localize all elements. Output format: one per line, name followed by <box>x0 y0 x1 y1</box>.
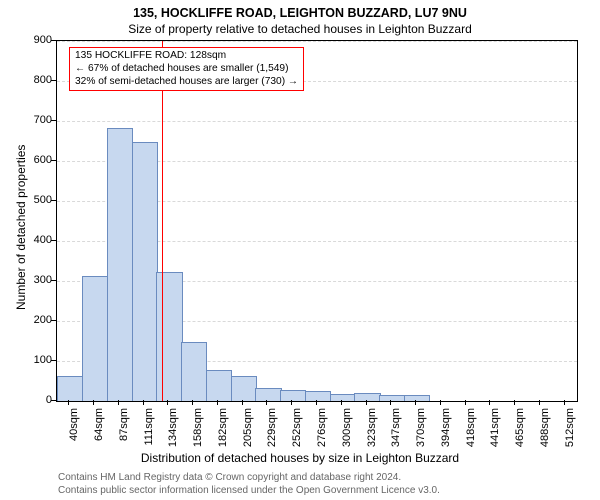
x-tick-label: 134sqm <box>167 408 179 458</box>
y-axis-label: Number of detached properties <box>14 145 28 310</box>
x-tick <box>143 400 144 405</box>
x-tick-label: 394sqm <box>440 408 452 458</box>
x-tick-label: 465sqm <box>514 408 526 458</box>
x-tick-label: 370sqm <box>415 408 427 458</box>
x-tick-label: 229sqm <box>266 408 278 458</box>
y-tick-label: 300 <box>34 274 52 286</box>
annotation-line: 32% of semi-detached houses are larger (… <box>75 76 298 89</box>
histogram-bar <box>404 395 430 401</box>
annotation-line: ← 67% of detached houses are smaller (1,… <box>75 63 298 76</box>
x-tick <box>192 400 193 405</box>
marker-line <box>162 41 163 401</box>
attribution-line-2: Contains public sector information licen… <box>58 485 440 496</box>
x-tick <box>242 400 243 405</box>
x-tick-label: 347sqm <box>390 408 402 458</box>
histogram-bar <box>354 393 380 401</box>
x-tick <box>118 400 119 405</box>
x-tick <box>366 400 367 405</box>
histogram-bar <box>82 276 108 401</box>
chart-subtitle: Size of property relative to detached ho… <box>0 20 600 36</box>
x-tick-label: 418sqm <box>465 408 477 458</box>
histogram-bar <box>231 376 257 401</box>
histogram-bar <box>379 395 405 401</box>
x-tick <box>539 400 540 405</box>
y-tick-label: 700 <box>34 114 52 126</box>
y-tick-label: 500 <box>34 194 52 206</box>
histogram-bar <box>330 394 356 401</box>
x-tick-label: 512sqm <box>564 408 576 458</box>
y-tick-label: 200 <box>34 314 52 326</box>
x-tick <box>489 400 490 405</box>
annotation-line: 135 HOCKLIFFE ROAD: 128sqm <box>75 50 298 63</box>
x-tick <box>93 400 94 405</box>
y-tick-label: 600 <box>34 154 52 166</box>
x-tick <box>415 400 416 405</box>
histogram-bar <box>107 128 133 401</box>
histogram-bar <box>132 142 158 401</box>
histogram-bar <box>280 390 306 401</box>
x-tick <box>390 400 391 405</box>
x-tick-label: 323sqm <box>366 408 378 458</box>
attribution-line-1: Contains HM Land Registry data © Crown c… <box>58 472 401 483</box>
gridline <box>57 121 577 123</box>
x-tick-label: 40sqm <box>68 408 80 458</box>
histogram-bar <box>156 272 182 401</box>
x-tick-label: 205sqm <box>242 408 254 458</box>
x-tick <box>465 400 466 405</box>
x-tick-label: 87sqm <box>118 408 130 458</box>
x-tick <box>316 400 317 405</box>
x-tick <box>440 400 441 405</box>
x-tick-label: 111sqm <box>143 408 155 458</box>
x-tick <box>167 400 168 405</box>
x-tick-label: 182sqm <box>217 408 229 458</box>
x-tick-label: 252sqm <box>291 408 303 458</box>
y-tick-label: 400 <box>34 234 52 246</box>
histogram-bar <box>206 370 232 401</box>
y-tick-label: 900 <box>34 34 52 46</box>
x-tick <box>514 400 515 405</box>
x-tick <box>564 400 565 405</box>
x-tick-label: 64sqm <box>93 408 105 458</box>
y-tick-label: 800 <box>34 74 52 86</box>
histogram-bar <box>181 342 207 401</box>
y-tick-label: 100 <box>34 354 52 366</box>
x-tick <box>217 400 218 405</box>
gridline <box>57 41 577 43</box>
x-tick <box>68 400 69 405</box>
histogram-bar <box>255 388 281 401</box>
chart-plot-area: 135 HOCKLIFFE ROAD: 128sqm← 67% of detac… <box>56 40 578 402</box>
histogram-bar <box>57 376 83 401</box>
x-tick <box>266 400 267 405</box>
x-tick <box>291 400 292 405</box>
x-tick-label: 300sqm <box>341 408 353 458</box>
x-tick-label: 158sqm <box>192 408 204 458</box>
y-tick-label: 0 <box>46 394 52 406</box>
histogram-bar <box>305 391 331 401</box>
x-tick <box>341 400 342 405</box>
x-tick-label: 488sqm <box>539 408 551 458</box>
chart-main-title: 135, HOCKLIFFE ROAD, LEIGHTON BUZZARD, L… <box>0 0 600 20</box>
x-tick-label: 276sqm <box>316 408 328 458</box>
annotation-box: 135 HOCKLIFFE ROAD: 128sqm← 67% of detac… <box>69 47 304 91</box>
x-tick-label: 441sqm <box>489 408 501 458</box>
